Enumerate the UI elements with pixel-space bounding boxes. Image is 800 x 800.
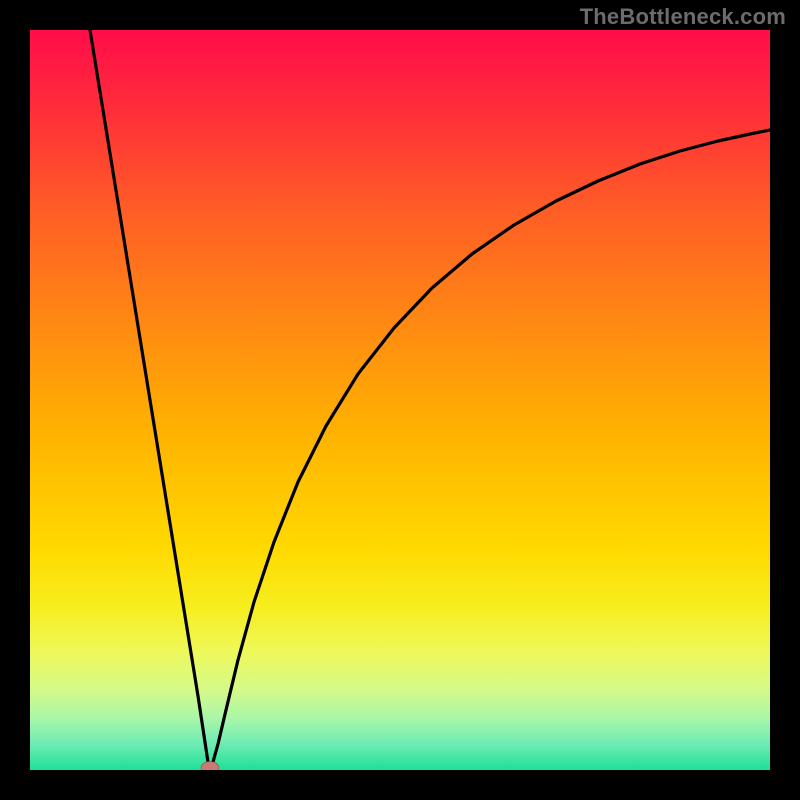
gradient-background <box>30 30 770 770</box>
chart-stage: TheBottleneck.com <box>0 0 800 800</box>
watermark-text: TheBottleneck.com <box>580 4 786 30</box>
plot-svg <box>30 30 770 770</box>
plot-area <box>30 30 770 770</box>
